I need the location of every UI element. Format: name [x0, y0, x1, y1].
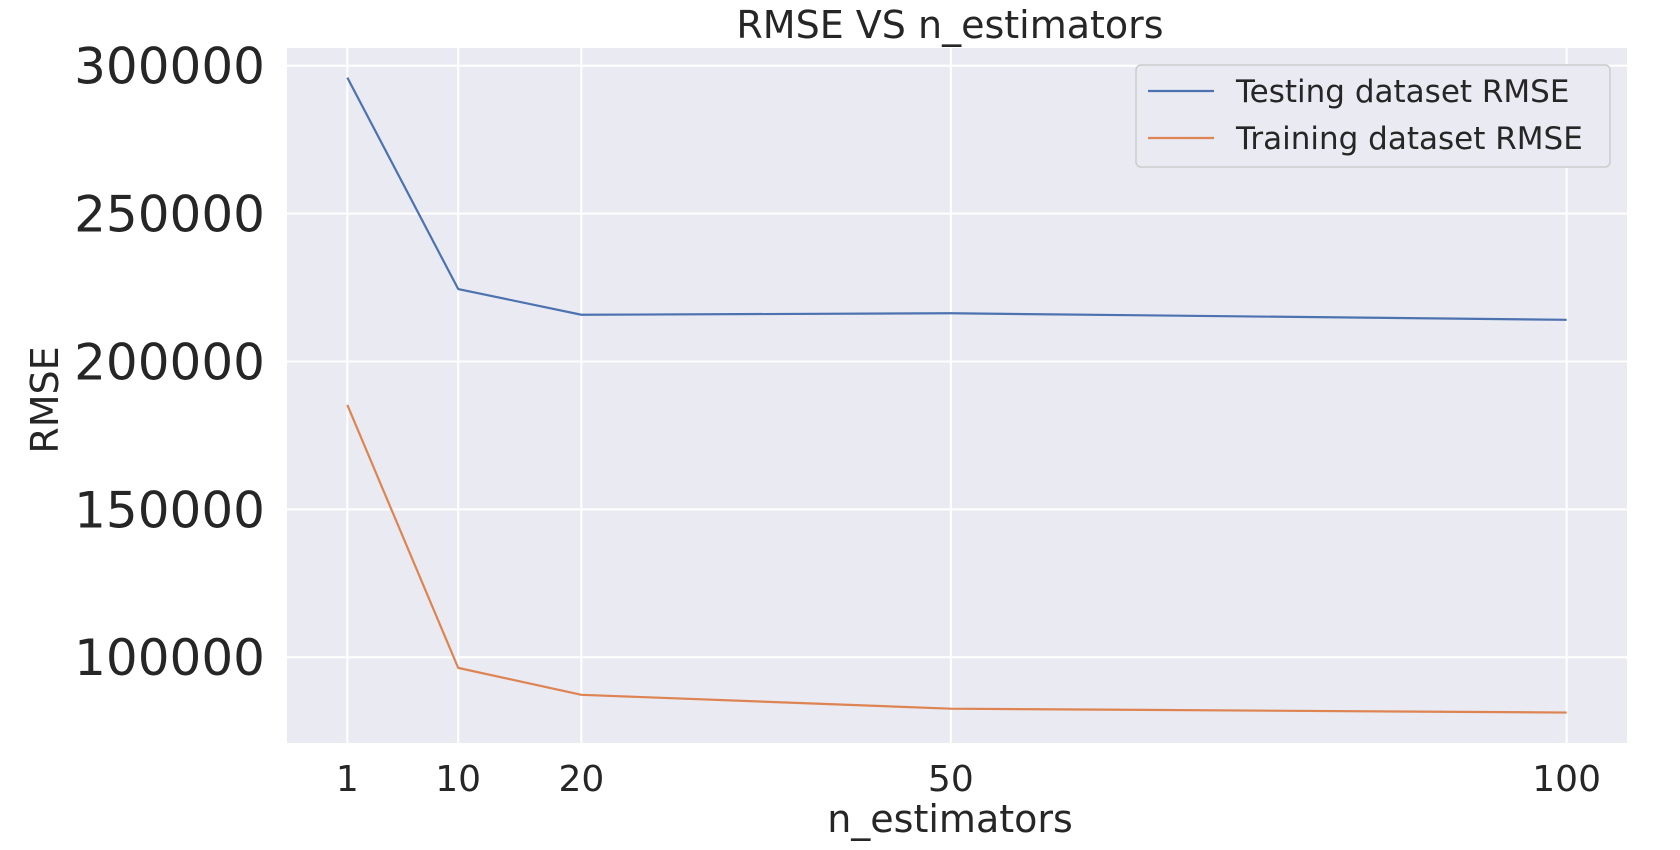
y-tick-label: 300000 [74, 38, 265, 96]
y-axis-label: RMSE [23, 346, 67, 453]
x-tick-label: 50 [928, 759, 974, 800]
x-axis-ticks: 1 10 20 50 100 [336, 759, 1601, 800]
grid [287, 48, 1627, 743]
legend-label: Testing dataset RMSE [1235, 74, 1569, 110]
x-tick-label: 20 [558, 759, 604, 800]
series-lines [346, 77, 1567, 714]
legend: Testing dataset RMSE Training dataset RMS… [1135, 64, 1611, 168]
legend-label: Training dataset RMSE [1235, 121, 1583, 157]
x-tick-label: 10 [435, 759, 481, 800]
chart-title: RMSE VS n_estimators [736, 3, 1163, 47]
legend-box [1135, 64, 1611, 168]
x-tick-label: 100 [1532, 759, 1601, 800]
y-tick-label: 100000 [74, 629, 265, 687]
x-tick-label: 1 [336, 759, 359, 800]
y-tick-label: 200000 [74, 333, 265, 391]
x-axis-label: n_estimators [827, 797, 1073, 841]
y-axis-ticks: 100000 150000 200000 250000 300000 [74, 38, 265, 687]
y-tick-label: 250000 [74, 186, 265, 244]
y-tick-label: 150000 [74, 481, 265, 539]
